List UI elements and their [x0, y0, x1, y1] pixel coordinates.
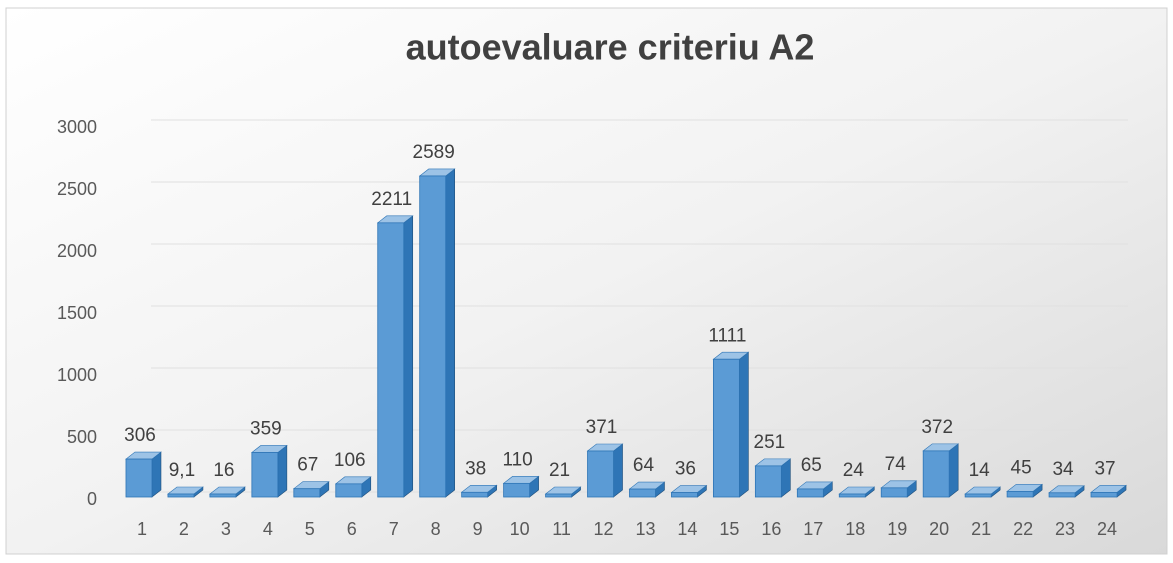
- bar: [880, 487, 908, 498]
- x-tick-label: 3: [221, 519, 231, 539]
- bar: [629, 488, 656, 498]
- x-tick-label: 5: [305, 519, 315, 539]
- bar: [796, 488, 824, 498]
- x-tick-label: 11: [552, 519, 571, 539]
- data-label: 37: [1094, 458, 1115, 479]
- chart-title: autoevaluare criteriu A2: [406, 27, 815, 68]
- data-label: 2211: [371, 189, 412, 210]
- data-label: 21: [549, 460, 570, 481]
- x-tick-label: 19: [887, 519, 907, 539]
- x-tick-label: 9: [473, 519, 483, 539]
- x-tick-label: 14: [677, 519, 697, 539]
- bar: [167, 493, 195, 498]
- data-label: 359: [250, 418, 282, 439]
- x-tick-label: 4: [263, 519, 273, 539]
- x-tick-label: 12: [594, 519, 614, 539]
- data-label: 9,1: [169, 460, 195, 481]
- bar: [712, 358, 740, 498]
- bar: [251, 452, 279, 498]
- x-tick-label: 21: [971, 519, 991, 539]
- bar: [671, 492, 698, 498]
- data-label: 74: [885, 454, 907, 475]
- data-label: 16: [213, 460, 234, 481]
- bar: [922, 450, 950, 498]
- x-tick-label: 7: [389, 519, 399, 539]
- bar: [1048, 492, 1076, 498]
- bar: [125, 458, 153, 498]
- data-label: 372: [921, 417, 953, 438]
- x-tick-label: 18: [845, 519, 865, 539]
- bar: [754, 465, 782, 498]
- x-tick-label: 24: [1097, 519, 1117, 539]
- x-tick-label: 8: [431, 519, 441, 539]
- x-tick-label: 22: [1013, 519, 1033, 539]
- data-label: 34: [1052, 459, 1074, 480]
- bar: [377, 222, 405, 498]
- bar-side: [403, 215, 414, 498]
- data-label: 36: [675, 459, 696, 480]
- data-label: 371: [586, 417, 618, 438]
- bar: [838, 493, 866, 498]
- y-tick-label: 500: [67, 427, 97, 447]
- bar-side: [445, 168, 455, 498]
- bar-side: [613, 443, 623, 498]
- bar: [545, 493, 572, 498]
- data-label: 14: [969, 460, 991, 481]
- x-tick-label: 23: [1055, 519, 1075, 539]
- x-tick-label: 17: [803, 519, 823, 539]
- x-tick-label: 10: [510, 519, 530, 539]
- x-tick-label: 6: [347, 519, 357, 539]
- y-tick-label: 2000: [57, 241, 97, 261]
- data-label: 38: [465, 458, 486, 479]
- data-label: 306: [124, 425, 156, 446]
- bar: [335, 483, 363, 498]
- bar: [293, 488, 321, 498]
- data-label: 1111: [708, 325, 746, 346]
- data-label: 106: [334, 450, 366, 471]
- data-label: 45: [1011, 457, 1032, 478]
- x-tick-label: 15: [719, 519, 739, 539]
- x-tick-label: 16: [761, 519, 781, 539]
- bar: [587, 450, 614, 498]
- data-label: 24: [843, 460, 865, 481]
- x-tick-label: 2: [179, 519, 189, 539]
- bar: [1006, 491, 1034, 498]
- bar-side: [277, 444, 288, 498]
- bar: [503, 482, 531, 498]
- bar-side: [739, 351, 749, 498]
- y-tick-label: 1000: [57, 365, 97, 385]
- x-tick-label: 20: [929, 519, 949, 539]
- bar: [1090, 492, 1118, 498]
- data-label: 251: [754, 432, 786, 453]
- x-tick-label: 1: [137, 519, 147, 539]
- bar: [461, 491, 489, 498]
- data-label: 110: [502, 449, 532, 470]
- x-tick-label: 13: [635, 519, 655, 539]
- data-label: 67: [297, 455, 318, 476]
- data-label: 64: [633, 455, 655, 476]
- bar-side: [151, 451, 162, 498]
- bar: [419, 175, 447, 498]
- y-tick-label: 0: [87, 489, 97, 509]
- y-tick-label: 2500: [57, 179, 97, 199]
- y-tick-label: 3000: [57, 117, 97, 137]
- y-tick-label: 1500: [57, 303, 97, 323]
- bar-side: [948, 443, 959, 498]
- bar: [964, 493, 992, 498]
- bar: [209, 493, 237, 498]
- chart-background: [5, 7, 1168, 555]
- data-label: 2589: [413, 142, 455, 163]
- data-label: 65: [801, 455, 822, 476]
